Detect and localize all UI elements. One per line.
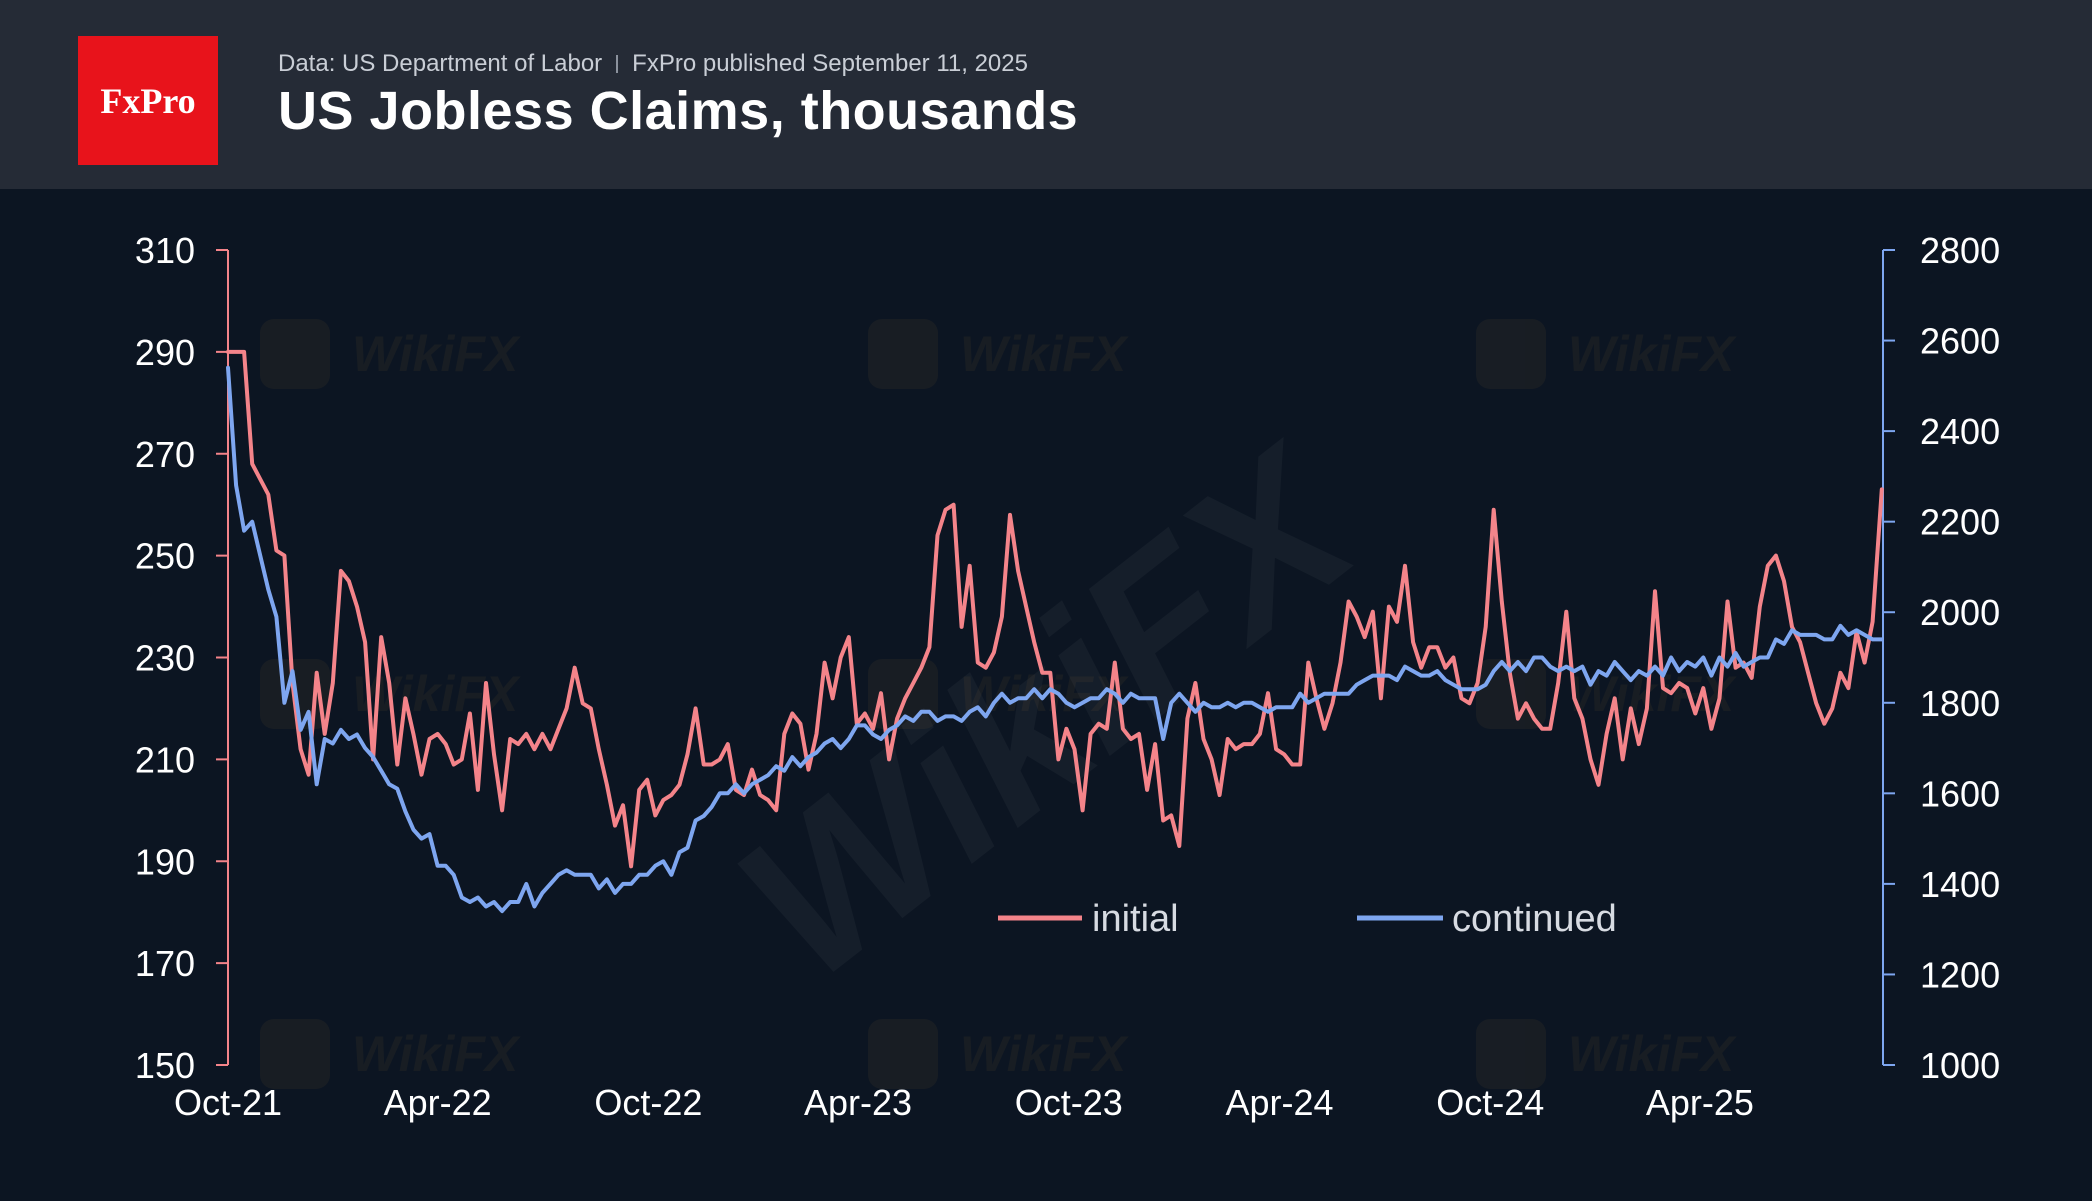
- legend-label-initial: initial: [1092, 898, 1179, 940]
- chart-title: US Jobless Claims, thousands: [278, 81, 1079, 141]
- x-axis-tick-label: Apr-24: [1225, 1082, 1333, 1123]
- x-axis-tick-label: Oct-22: [594, 1082, 702, 1123]
- x-axis-tick-label: Oct-21: [174, 1082, 282, 1123]
- legend: initial continued: [998, 898, 1617, 940]
- chart-area: WikiFX WikiFX WikiFX WikiFX WikiFX WikiFX Wiki…: [0, 189, 2092, 1196]
- left-axis-tick-label: 250: [135, 536, 195, 577]
- data-source: Data: US Department of Labor: [278, 50, 603, 77]
- x-axis: Oct-21 Apr-22 Oct-22 Apr-23 Oct-23 Apr-24 Oct-…: [174, 1082, 1754, 1123]
- watermark: WikiFX: [1476, 1019, 1737, 1089]
- series-layer: [226, 349, 1884, 914]
- right-axis: 1000 1200 1400 1600 1800 2000 2200 2400 2600 2800: [1882, 230, 2000, 1086]
- watermark-badge: [260, 319, 330, 389]
- watermark-text: WikiFX: [352, 1026, 521, 1082]
- watermark-badge: [1476, 319, 1546, 389]
- published-date: FxPro published September 11, 2025: [632, 50, 1028, 77]
- watermark: WikiFX: [260, 1019, 521, 1089]
- separator: [616, 55, 619, 73]
- header-bar: FxPro Data: US Department of Labor FxPro…: [0, 0, 2092, 189]
- watermark-large-text: WikiFX: [697, 401, 1400, 1023]
- x-axis-tick-label: Oct-23: [1015, 1082, 1123, 1123]
- x-axis-tick-label: Apr-23: [804, 1082, 912, 1123]
- series-line-initial: [226, 349, 1884, 869]
- watermark-text: WikiFX: [960, 326, 1129, 382]
- left-axis-tick-label: 290: [135, 332, 195, 373]
- watermark-badge: [868, 319, 938, 389]
- left-axis-tick-label: 270: [135, 434, 195, 475]
- left-axis-tick-label: 150: [135, 1045, 195, 1086]
- watermark-text: WikiFX: [1568, 326, 1737, 382]
- left-axis-tick-label: 310: [135, 230, 195, 271]
- right-axis-tick-label: 1000: [1920, 1045, 2000, 1086]
- left-axis: 150 170 190 210 230 250 270 290 310: [135, 230, 229, 1086]
- legend-label-continued: continued: [1452, 898, 1617, 940]
- watermark: WikiFX: [260, 319, 521, 389]
- left-axis-tick-label: 170: [135, 943, 195, 984]
- watermark: WikiFX: [1476, 319, 1737, 389]
- logo-text: FxPro: [100, 80, 196, 121]
- right-axis-tick-label: 2800: [1920, 230, 2000, 271]
- left-axis-tick-label: 230: [135, 638, 195, 679]
- watermark: WikiFX: [868, 319, 1129, 389]
- watermark-text: WikiFX: [1568, 1026, 1737, 1082]
- watermark-badge: [260, 1019, 330, 1089]
- x-axis-tick-label: Apr-22: [384, 1082, 492, 1123]
- right-axis-tick-label: 1400: [1920, 864, 2000, 905]
- right-axis-tick-label: 1600: [1920, 773, 2000, 814]
- right-axis-tick-label: 1200: [1920, 954, 2000, 995]
- watermark-badge: [868, 1019, 938, 1089]
- x-axis-tick-label: Apr-25: [1646, 1082, 1754, 1123]
- fxpro-logo: FxPro: [78, 36, 218, 165]
- watermark: WikiFX: [868, 1019, 1129, 1089]
- watermark-text: WikiFX: [960, 1026, 1129, 1082]
- watermark-badge: [1476, 1019, 1546, 1089]
- left-axis-tick-label: 190: [135, 841, 195, 882]
- right-axis-tick-label: 2400: [1920, 411, 2000, 452]
- right-axis-tick-label: 2000: [1920, 592, 2000, 633]
- series-line-continued: [226, 365, 1884, 914]
- right-axis-tick-label: 2600: [1920, 321, 2000, 362]
- right-axis-tick-label: 1800: [1920, 683, 2000, 724]
- source-line: Data: US Department of Labor FxPro publi…: [278, 48, 1028, 80]
- watermark-text: WikiFX: [352, 326, 521, 382]
- right-axis-tick-label: 2200: [1920, 502, 2000, 543]
- left-axis-tick-label: 210: [135, 739, 195, 780]
- x-axis-tick-label: Oct-24: [1436, 1082, 1544, 1123]
